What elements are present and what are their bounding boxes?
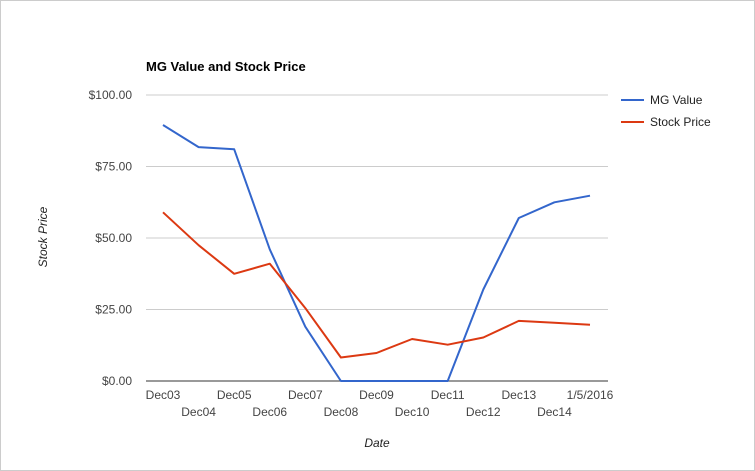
x-tick-label: Dec11 bbox=[431, 388, 465, 402]
y-tick-label: $25.00 bbox=[95, 303, 132, 317]
x-tick-label: Dec08 bbox=[324, 405, 359, 419]
legend-label: MG Value bbox=[650, 93, 703, 107]
y-axis-ticks: $0.00 $25.00 $50.00 $75.00 $100.00 bbox=[89, 88, 133, 388]
x-tick-label: Dec09 bbox=[359, 388, 394, 402]
y-axis-title: Stock Price bbox=[36, 206, 50, 267]
x-tick-label: Dec14 bbox=[537, 405, 572, 419]
legend-label: Stock Price bbox=[650, 115, 711, 129]
x-axis-ticks: Dec03Dec04Dec05Dec06Dec07Dec08Dec09Dec10… bbox=[146, 388, 614, 419]
series-lines bbox=[162, 124, 591, 382]
x-tick-label: Dec07 bbox=[288, 388, 323, 402]
x-tick-label: Dec12 bbox=[466, 405, 501, 419]
legend: MG Value Stock Price bbox=[621, 93, 711, 129]
x-axis-title: Date bbox=[364, 436, 390, 450]
y-tick-label: $50.00 bbox=[95, 231, 132, 245]
x-tick-label: Dec10 bbox=[395, 405, 430, 419]
chart-title: MG Value and Stock Price bbox=[146, 59, 306, 74]
x-tick-label: 1/5/2016 bbox=[567, 388, 614, 402]
series-line-stock-price bbox=[162, 211, 591, 359]
x-tick-label: Dec04 bbox=[181, 405, 216, 419]
y-tick-label: $0.00 bbox=[102, 374, 132, 388]
x-tick-label: Dec03 bbox=[146, 388, 181, 402]
x-tick-label: Dec05 bbox=[217, 388, 252, 402]
y-tick-label: $100.00 bbox=[89, 88, 133, 102]
x-tick-label: Dec13 bbox=[501, 388, 536, 402]
y-tick-label: $75.00 bbox=[95, 160, 132, 174]
x-tick-label: Dec06 bbox=[252, 405, 287, 419]
series-line-mg-value bbox=[162, 124, 591, 382]
gridlines bbox=[146, 94, 608, 382]
